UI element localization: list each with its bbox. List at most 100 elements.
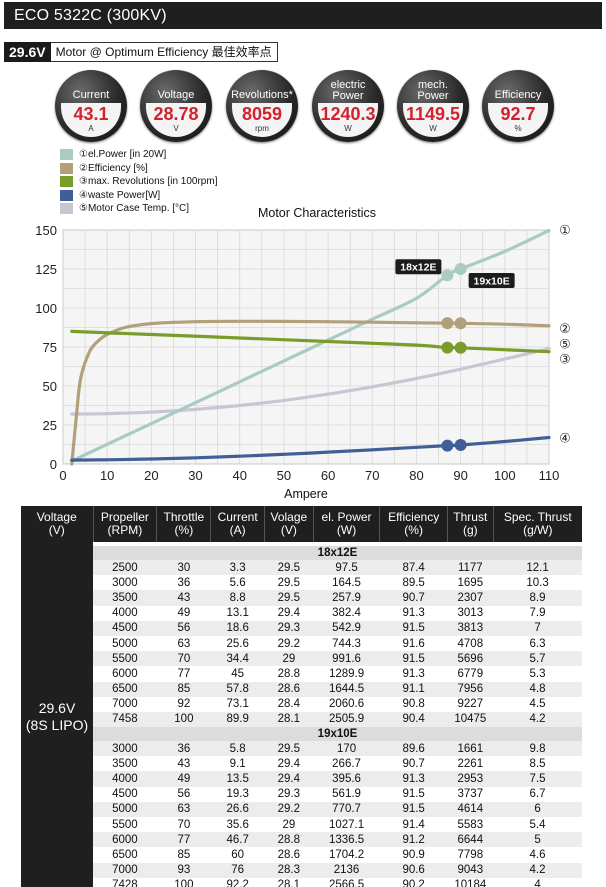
table-cell: 5000 bbox=[112, 637, 138, 650]
table-header: Current (A) bbox=[210, 506, 265, 542]
table-header: el. Power (W) bbox=[313, 506, 381, 542]
y-tick-label: 25 bbox=[43, 418, 57, 433]
table-cell: 70 bbox=[177, 818, 191, 831]
table-cell: 6000 bbox=[93, 832, 157, 848]
y-tick-label: 125 bbox=[35, 262, 57, 277]
x-tick-label: 0 bbox=[59, 468, 66, 483]
gauge-label: Revolutions* bbox=[231, 89, 293, 101]
legend-entry: ⑤Motor Case Temp. [°C] bbox=[60, 202, 217, 216]
table-cell: 7428 bbox=[112, 879, 138, 887]
table-cell: 5500 bbox=[112, 818, 138, 831]
operating-point-dot bbox=[454, 341, 467, 354]
table-cell: 2566.5 bbox=[328, 879, 365, 887]
table-cell: 9.8 bbox=[493, 741, 582, 757]
legend-label: ⑤Motor Case Temp. [°C] bbox=[79, 203, 190, 215]
table-cell: 5500 bbox=[93, 651, 157, 667]
table-cell: 744.3 bbox=[332, 637, 361, 650]
legend-entry: ③max. Revolutions [in 100rpm] bbox=[60, 175, 217, 189]
table-header-row: Voltage (V) Propeller (RPM) Throttle (%) Curre… bbox=[21, 506, 582, 542]
gauge-value: 1149.5 bbox=[405, 104, 461, 124]
table-cell: 29.4 bbox=[277, 607, 301, 620]
table-cell: 18.6 bbox=[210, 620, 265, 636]
table-cell: 12.1 bbox=[493, 560, 582, 576]
table-cell: 1289.9 bbox=[328, 667, 365, 680]
table-cell: 542.9 bbox=[313, 620, 380, 636]
table-cell: 6644 bbox=[447, 832, 494, 848]
gauge-value: 1240.3 bbox=[320, 104, 376, 124]
series-end-marker: ③ bbox=[559, 353, 571, 368]
table-cell: 4.8 bbox=[493, 681, 582, 697]
gauge-unit: V bbox=[173, 124, 179, 133]
legend-label: ③max. Revolutions [in 100rpm] bbox=[79, 176, 218, 188]
table-cell: 395.6 bbox=[313, 771, 380, 787]
table-cell: 5.8 bbox=[210, 741, 265, 757]
table-cell: 170 bbox=[313, 741, 380, 757]
table-cell: 6.7 bbox=[529, 788, 546, 801]
y-tick-label: 0 bbox=[50, 457, 57, 472]
table-cell: 4 bbox=[534, 879, 541, 887]
table-cell: 29.3 bbox=[277, 788, 301, 801]
table-cell: 63 bbox=[156, 801, 211, 817]
x-tick-label: 100 bbox=[494, 468, 516, 483]
table-cell: 91.3 bbox=[402, 667, 425, 680]
table-cell: 257.9 bbox=[313, 590, 380, 606]
table-cell: 10.3 bbox=[526, 576, 549, 589]
table-cell: 28.3 bbox=[264, 862, 314, 878]
operating-point-dot bbox=[441, 317, 454, 330]
x-tick-label: 40 bbox=[232, 468, 246, 483]
x-tick-label: 60 bbox=[321, 468, 335, 483]
gauge-value: 28.78 bbox=[153, 104, 199, 124]
table-cell: 6 bbox=[493, 801, 582, 817]
table-cell: 7000 bbox=[112, 698, 138, 711]
table-cell: 43 bbox=[156, 590, 211, 606]
table-cell: 90.7 bbox=[402, 757, 425, 770]
table-cell: 76 bbox=[210, 862, 265, 878]
table-cell: 30 bbox=[156, 560, 211, 576]
table-row: 3500 43 9.1 29.4 266.7 90.7 2261 8.5 bbox=[21, 756, 582, 771]
x-axis-label: Ampere bbox=[284, 487, 328, 501]
table-cell: 3.3 bbox=[210, 560, 265, 576]
table-cell: 29.5 bbox=[264, 741, 314, 757]
table-cell: 4.5 bbox=[529, 698, 546, 711]
chart-legend: ①el.Power [in 20W] ②Efficiency [%] ③max. R… bbox=[60, 148, 217, 216]
gauge-unit: % bbox=[514, 124, 522, 133]
table-propeller-row: 18x12E bbox=[21, 546, 582, 560]
series-end-marker: ② bbox=[559, 322, 571, 337]
table-cell: 5.3 bbox=[529, 667, 546, 680]
table-cell: 91.6 bbox=[402, 637, 425, 650]
table-cell: 28.8 bbox=[277, 667, 301, 680]
table-cell: 73.1 bbox=[226, 698, 249, 711]
table-cell: 4500 bbox=[93, 620, 157, 636]
operating-point-dot bbox=[441, 269, 454, 282]
table-cell: 3813 bbox=[447, 620, 494, 636]
operating-point-tag bbox=[468, 273, 515, 288]
table-cell: 29.4 bbox=[264, 771, 314, 787]
table-row: 4500 56 18.6 29.3 542.9 91.5 3813 7 bbox=[21, 620, 582, 636]
table-cell: 89.5 bbox=[402, 576, 425, 589]
table-cell: 45 bbox=[231, 667, 245, 680]
table-cell: 43 bbox=[177, 757, 191, 770]
gauge-label: Voltage bbox=[157, 89, 195, 101]
table-spacer-row: 29.6V (8S LIPO) bbox=[21, 542, 582, 887]
table-cell: 2500 bbox=[93, 560, 157, 576]
table-cell: 91.1 bbox=[379, 681, 448, 697]
table-cell: 3000 bbox=[112, 576, 138, 589]
table-cell: 29 bbox=[282, 818, 296, 831]
table-cell: 3500 bbox=[93, 590, 157, 606]
y-tick-label: 150 bbox=[35, 223, 57, 238]
table-cell: 7956 bbox=[447, 681, 494, 697]
table-cell: 89.6 bbox=[379, 741, 448, 757]
table-cell: 8.8 bbox=[210, 590, 265, 606]
table-cell: 90.8 bbox=[402, 698, 425, 711]
table-cell: 4.2 bbox=[493, 862, 582, 878]
table-header: Voltage (V) bbox=[21, 506, 94, 542]
table-cell: 2307 bbox=[447, 590, 494, 606]
gauge-revolutions: Revolutions* 8059 rpm bbox=[226, 70, 298, 142]
table-cell: 97.5 bbox=[313, 560, 380, 576]
table-cell: 266.7 bbox=[332, 757, 361, 770]
table-cell: 7.9 bbox=[529, 607, 546, 620]
table-cell: 36 bbox=[177, 576, 191, 589]
table-row: 5000 63 25.6 29.2 744.3 91.6 4708 6.3 bbox=[21, 636, 582, 651]
gauge-unit: rpm bbox=[255, 124, 269, 133]
table-row: 3000 36 5.8 29.5 170 89.6 1661 9.8 bbox=[21, 741, 582, 757]
